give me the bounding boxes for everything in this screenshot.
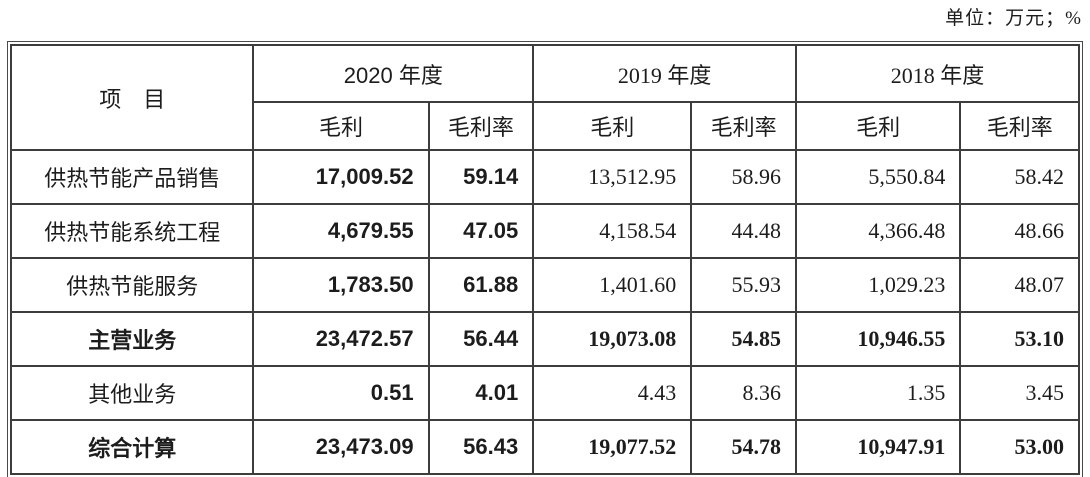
cell-2020-gross-profit: 23,473.09	[252, 419, 430, 475]
cell-2018-gross-profit: 5,550.84	[794, 149, 962, 205]
cell-2019-margin: 58.96	[690, 149, 797, 205]
cell-2019-gross-profit: 19,077.52	[532, 419, 693, 475]
cell-2018-gross-profit: 10,946.55	[794, 311, 962, 367]
cell-2018-gross-profit: 10,947.91	[794, 419, 962, 475]
cell-2020-gross-profit: 17,009.52	[252, 149, 430, 205]
row-label: 供热节能系统工程	[9, 203, 255, 259]
col-header-year-2018: 2018 年度	[794, 44, 1081, 103]
cell-2019-margin: 8.36	[690, 365, 797, 421]
table-row-heating-system-engineering: 供热节能系统工程 4,679.55 47.05 4,158.54 44.48 4…	[9, 203, 1080, 259]
cell-2019-gross-profit: 4,158.54	[532, 203, 693, 259]
cell-2018-gross-profit: 1,029.23	[794, 257, 962, 313]
col-header-2019-margin: 毛利率	[690, 101, 797, 151]
cell-2020-margin: 47.05	[427, 203, 535, 259]
gross-profit-table: 项 目 2020 年度 2019 年度 2018 年度 毛利 毛利率 毛利 毛利…	[9, 44, 1081, 475]
cell-2019-margin: 54.85	[690, 311, 797, 367]
table-row-other-business: 其他业务 0.51 4.01 4.43 8.36 1.35 3.45	[9, 365, 1080, 421]
cell-2019-gross-profit: 4.43	[532, 365, 693, 421]
cell-2020-gross-profit: 1,783.50	[252, 257, 430, 313]
cell-2020-gross-profit: 0.51	[252, 365, 430, 421]
col-header-2019-gross-profit: 毛利	[532, 101, 693, 151]
table-row-combined-total: 综合计算 23,473.09 56.43 19,077.52 54.78 10,…	[9, 419, 1080, 475]
cell-2018-margin: 3.45	[959, 365, 1080, 421]
cell-2020-gross-profit: 23,472.57	[252, 311, 430, 367]
cell-2020-gross-profit: 4,679.55	[252, 203, 430, 259]
cell-2020-margin: 4.01	[427, 365, 535, 421]
cell-2019-gross-profit: 19,073.08	[532, 311, 693, 367]
col-header-2020-margin: 毛利率	[427, 101, 535, 151]
table-row-heating-product-sales: 供热节能产品销售 17,009.52 59.14 13,512.95 58.96…	[9, 149, 1080, 205]
cell-2018-margin: 53.10	[959, 311, 1080, 367]
table-outer-border: 项 目 2020 年度 2019 年度 2018 年度 毛利 毛利率 毛利 毛利…	[7, 41, 1083, 477]
col-header-item: 项 目	[9, 44, 255, 151]
cell-2020-margin: 59.14	[427, 149, 535, 205]
col-header-year-2020: 2020 年度	[252, 44, 535, 103]
cell-2020-margin: 61.88	[427, 257, 535, 313]
cell-2020-margin: 56.43	[427, 419, 535, 475]
table-row-heating-service: 供热节能服务 1,783.50 61.88 1,401.60 55.93 1,0…	[9, 257, 1080, 313]
row-label: 供热节能服务	[9, 257, 255, 313]
cell-2018-margin: 48.07	[959, 257, 1080, 313]
cell-2018-margin: 58.42	[959, 149, 1080, 205]
col-header-2020-gross-profit: 毛利	[252, 101, 430, 151]
cell-2018-margin: 53.00	[959, 419, 1080, 475]
unit-note: 单位：万元；%	[945, 8, 1082, 29]
cell-2019-gross-profit: 13,512.95	[532, 149, 693, 205]
cell-2019-gross-profit: 1,401.60	[532, 257, 693, 313]
cell-2018-gross-profit: 1.35	[794, 365, 962, 421]
row-label: 主营业务	[9, 311, 255, 367]
col-header-2018-gross-profit: 毛利	[794, 101, 962, 151]
cell-2018-gross-profit: 4,366.48	[794, 203, 962, 259]
row-label: 供热节能产品销售	[9, 149, 255, 205]
col-header-year-2019: 2019 年度	[532, 44, 797, 103]
cell-2019-margin: 44.48	[690, 203, 797, 259]
row-label: 其他业务	[9, 365, 255, 421]
col-header-2018-margin: 毛利率	[959, 101, 1080, 151]
cell-2019-margin: 54.78	[690, 419, 797, 475]
table-row-main-business: 主营业务 23,472.57 56.44 19,073.08 54.85 10,…	[9, 311, 1080, 367]
cell-2020-margin: 56.44	[427, 311, 535, 367]
cell-2019-margin: 55.93	[690, 257, 797, 313]
cell-2018-margin: 48.66	[959, 203, 1080, 259]
row-label: 综合计算	[9, 419, 255, 475]
